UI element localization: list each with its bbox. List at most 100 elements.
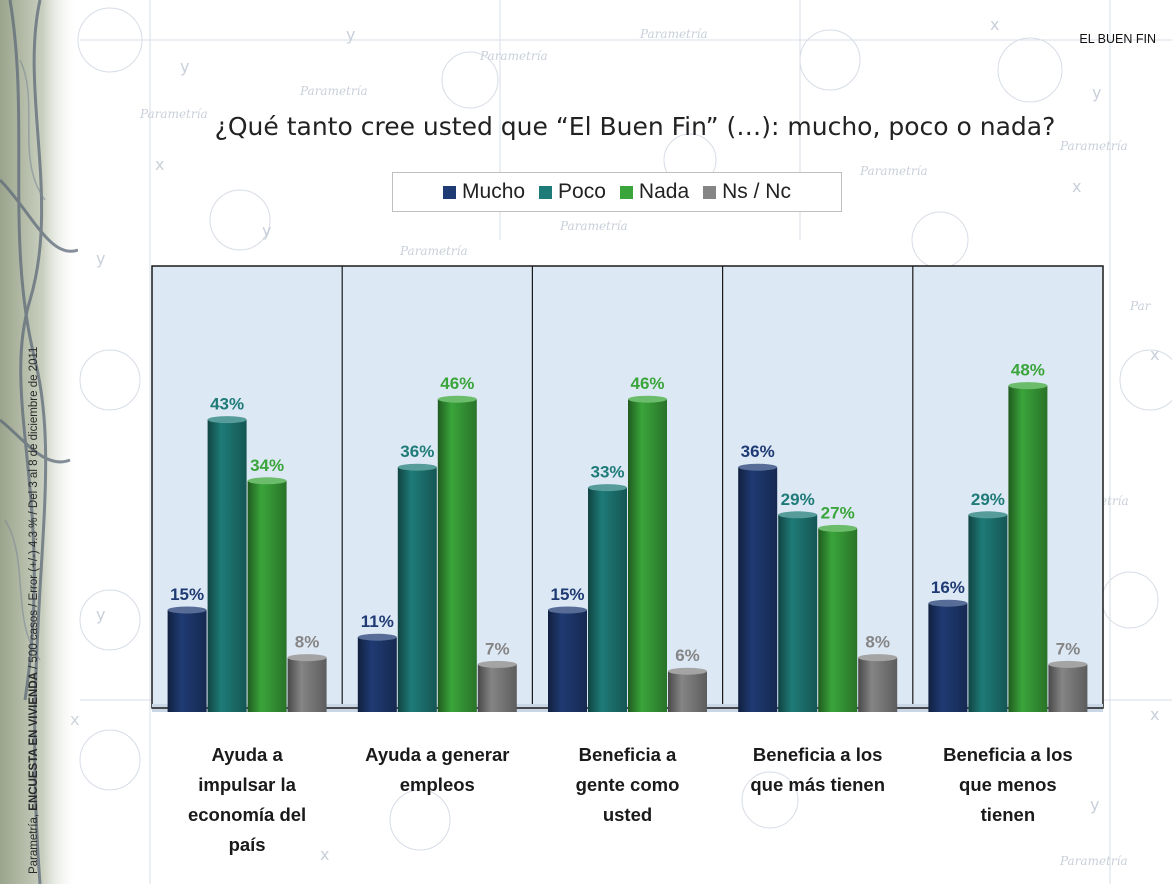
svg-text:x: x <box>320 845 329 864</box>
bar-mucho-5 <box>928 603 968 712</box>
bar-cap <box>778 511 818 519</box>
data-label: 7% <box>1056 639 1081 658</box>
legend-swatch-poco <box>539 185 553 199</box>
bar-cap <box>548 606 587 614</box>
category-label-line: Ayuda a <box>211 744 283 765</box>
bar-poco-4 <box>778 514 818 712</box>
category-label-line: que menos <box>959 774 1057 795</box>
bar-nsnc-3 <box>668 671 707 712</box>
category-label-line: tienen <box>980 804 1036 825</box>
svg-text:x: x <box>1150 345 1159 364</box>
legend-swatch-nada <box>619 185 633 199</box>
data-label: 43% <box>210 395 244 414</box>
svg-text:y: y <box>346 25 355 44</box>
bar-nada-3 <box>628 399 667 712</box>
bar-poco-3 <box>588 487 627 712</box>
category-label-line: país <box>228 834 266 855</box>
legend-item-nada: Nada <box>619 180 690 204</box>
bar-mucho-3 <box>548 610 587 712</box>
bar-cap <box>167 606 207 614</box>
section-tag: EL BUEN FIN <box>1079 32 1156 46</box>
bar-nsnc-4 <box>858 657 898 712</box>
category-label-5: Beneficia a los que menos tienen <box>913 740 1103 830</box>
bar-cap <box>668 667 707 675</box>
svg-text:etría: etría <box>1100 494 1129 508</box>
bar-cap <box>357 633 397 641</box>
svg-text:y: y <box>96 249 105 268</box>
category-label-line: usted <box>602 804 653 825</box>
svg-text:x: x <box>1072 177 1081 196</box>
bar-nada-2 <box>437 399 477 712</box>
svg-text:x: x <box>155 155 164 174</box>
data-label: 6% <box>675 646 700 665</box>
data-label: 16% <box>931 578 965 597</box>
data-label: 27% <box>821 503 855 522</box>
data-label: 11% <box>361 612 394 631</box>
svg-text:y: y <box>180 57 189 76</box>
category-label-line: gente como <box>575 774 680 795</box>
svg-text:Parametría: Parametría <box>299 84 368 98</box>
bar-poco-5 <box>968 514 1008 712</box>
category-label-line: economía del <box>187 804 307 825</box>
legend-item-poco: Poco <box>539 180 606 204</box>
bar-cap <box>287 654 327 662</box>
svg-text:y: y <box>1090 795 1099 814</box>
bar-cap <box>477 660 517 668</box>
bar-cap <box>968 511 1008 519</box>
data-label: 46% <box>630 374 664 393</box>
bar-poco-1 <box>207 419 247 712</box>
bar-cap <box>818 524 858 532</box>
svg-text:Parametría: Parametría <box>479 49 548 63</box>
legend-label-nsnc: Ns / Nc <box>722 180 791 203</box>
data-label: 8% <box>865 633 890 652</box>
category-label-line: impulsar la <box>198 774 296 795</box>
svg-text:x: x <box>990 15 999 34</box>
svg-text:y: y <box>262 221 271 240</box>
data-label: 29% <box>781 490 815 509</box>
svg-text:Parametría: Parametría <box>399 244 468 258</box>
data-label: 7% <box>485 639 510 658</box>
bar-cap <box>1048 660 1088 668</box>
tree-photo-strip <box>0 0 78 884</box>
category-label-line: Ayuda a generar <box>365 744 510 765</box>
bar-cap <box>628 395 667 403</box>
legend-label-mucho: Mucho <box>462 180 526 203</box>
bar-cap <box>247 477 287 485</box>
data-label: 33% <box>590 463 624 482</box>
bar-cap <box>738 463 778 471</box>
category-label-line: empleos <box>399 774 475 795</box>
bar-nada-4 <box>818 528 858 712</box>
data-label: 46% <box>440 374 474 393</box>
bar-nsnc-2 <box>477 664 517 712</box>
category-label-line: Beneficia a los <box>943 744 1073 765</box>
svg-text:Parametría: Parametría <box>639 27 708 41</box>
bar-nsnc-5 <box>1048 664 1088 712</box>
legend-item-nsnc: Ns / Nc <box>703 180 791 204</box>
bar-cap <box>1008 382 1048 390</box>
chart-title: ¿Qué tanto cree usted que “El Buen Fin” … <box>214 112 1056 141</box>
svg-text:Parametría: Parametría <box>1059 854 1128 868</box>
data-label: 36% <box>741 442 775 461</box>
bar-cap <box>437 395 477 403</box>
data-label: 34% <box>250 456 284 475</box>
category-label-line: Beneficia a <box>578 744 677 765</box>
category-label-1: Ayuda a impulsar la economía del país <box>152 740 342 860</box>
legend-swatch-nsnc <box>703 185 717 199</box>
data-label: 29% <box>971 490 1005 509</box>
category-label-2: Ayuda a generar empleos <box>342 740 532 800</box>
svg-text:Parametría: Parametría <box>1059 139 1128 153</box>
category-label-3: Beneficia a gente como usted <box>533 740 723 830</box>
legend-label-nada: Nada <box>638 180 690 203</box>
category-label-line: Beneficia a los <box>752 744 883 765</box>
category-label-line: que más tienen <box>750 774 886 795</box>
data-label: 8% <box>295 633 320 652</box>
chart-legend: Mucho Poco Nada Ns / Nc <box>392 172 842 212</box>
bar-cap <box>928 599 968 607</box>
bar-mucho-1 <box>167 610 207 712</box>
bar-nada-5 <box>1008 385 1048 712</box>
svg-text:x: x <box>1150 705 1159 724</box>
svg-text:Parametría: Parametría <box>139 107 208 121</box>
data-label: 15% <box>550 585 584 604</box>
